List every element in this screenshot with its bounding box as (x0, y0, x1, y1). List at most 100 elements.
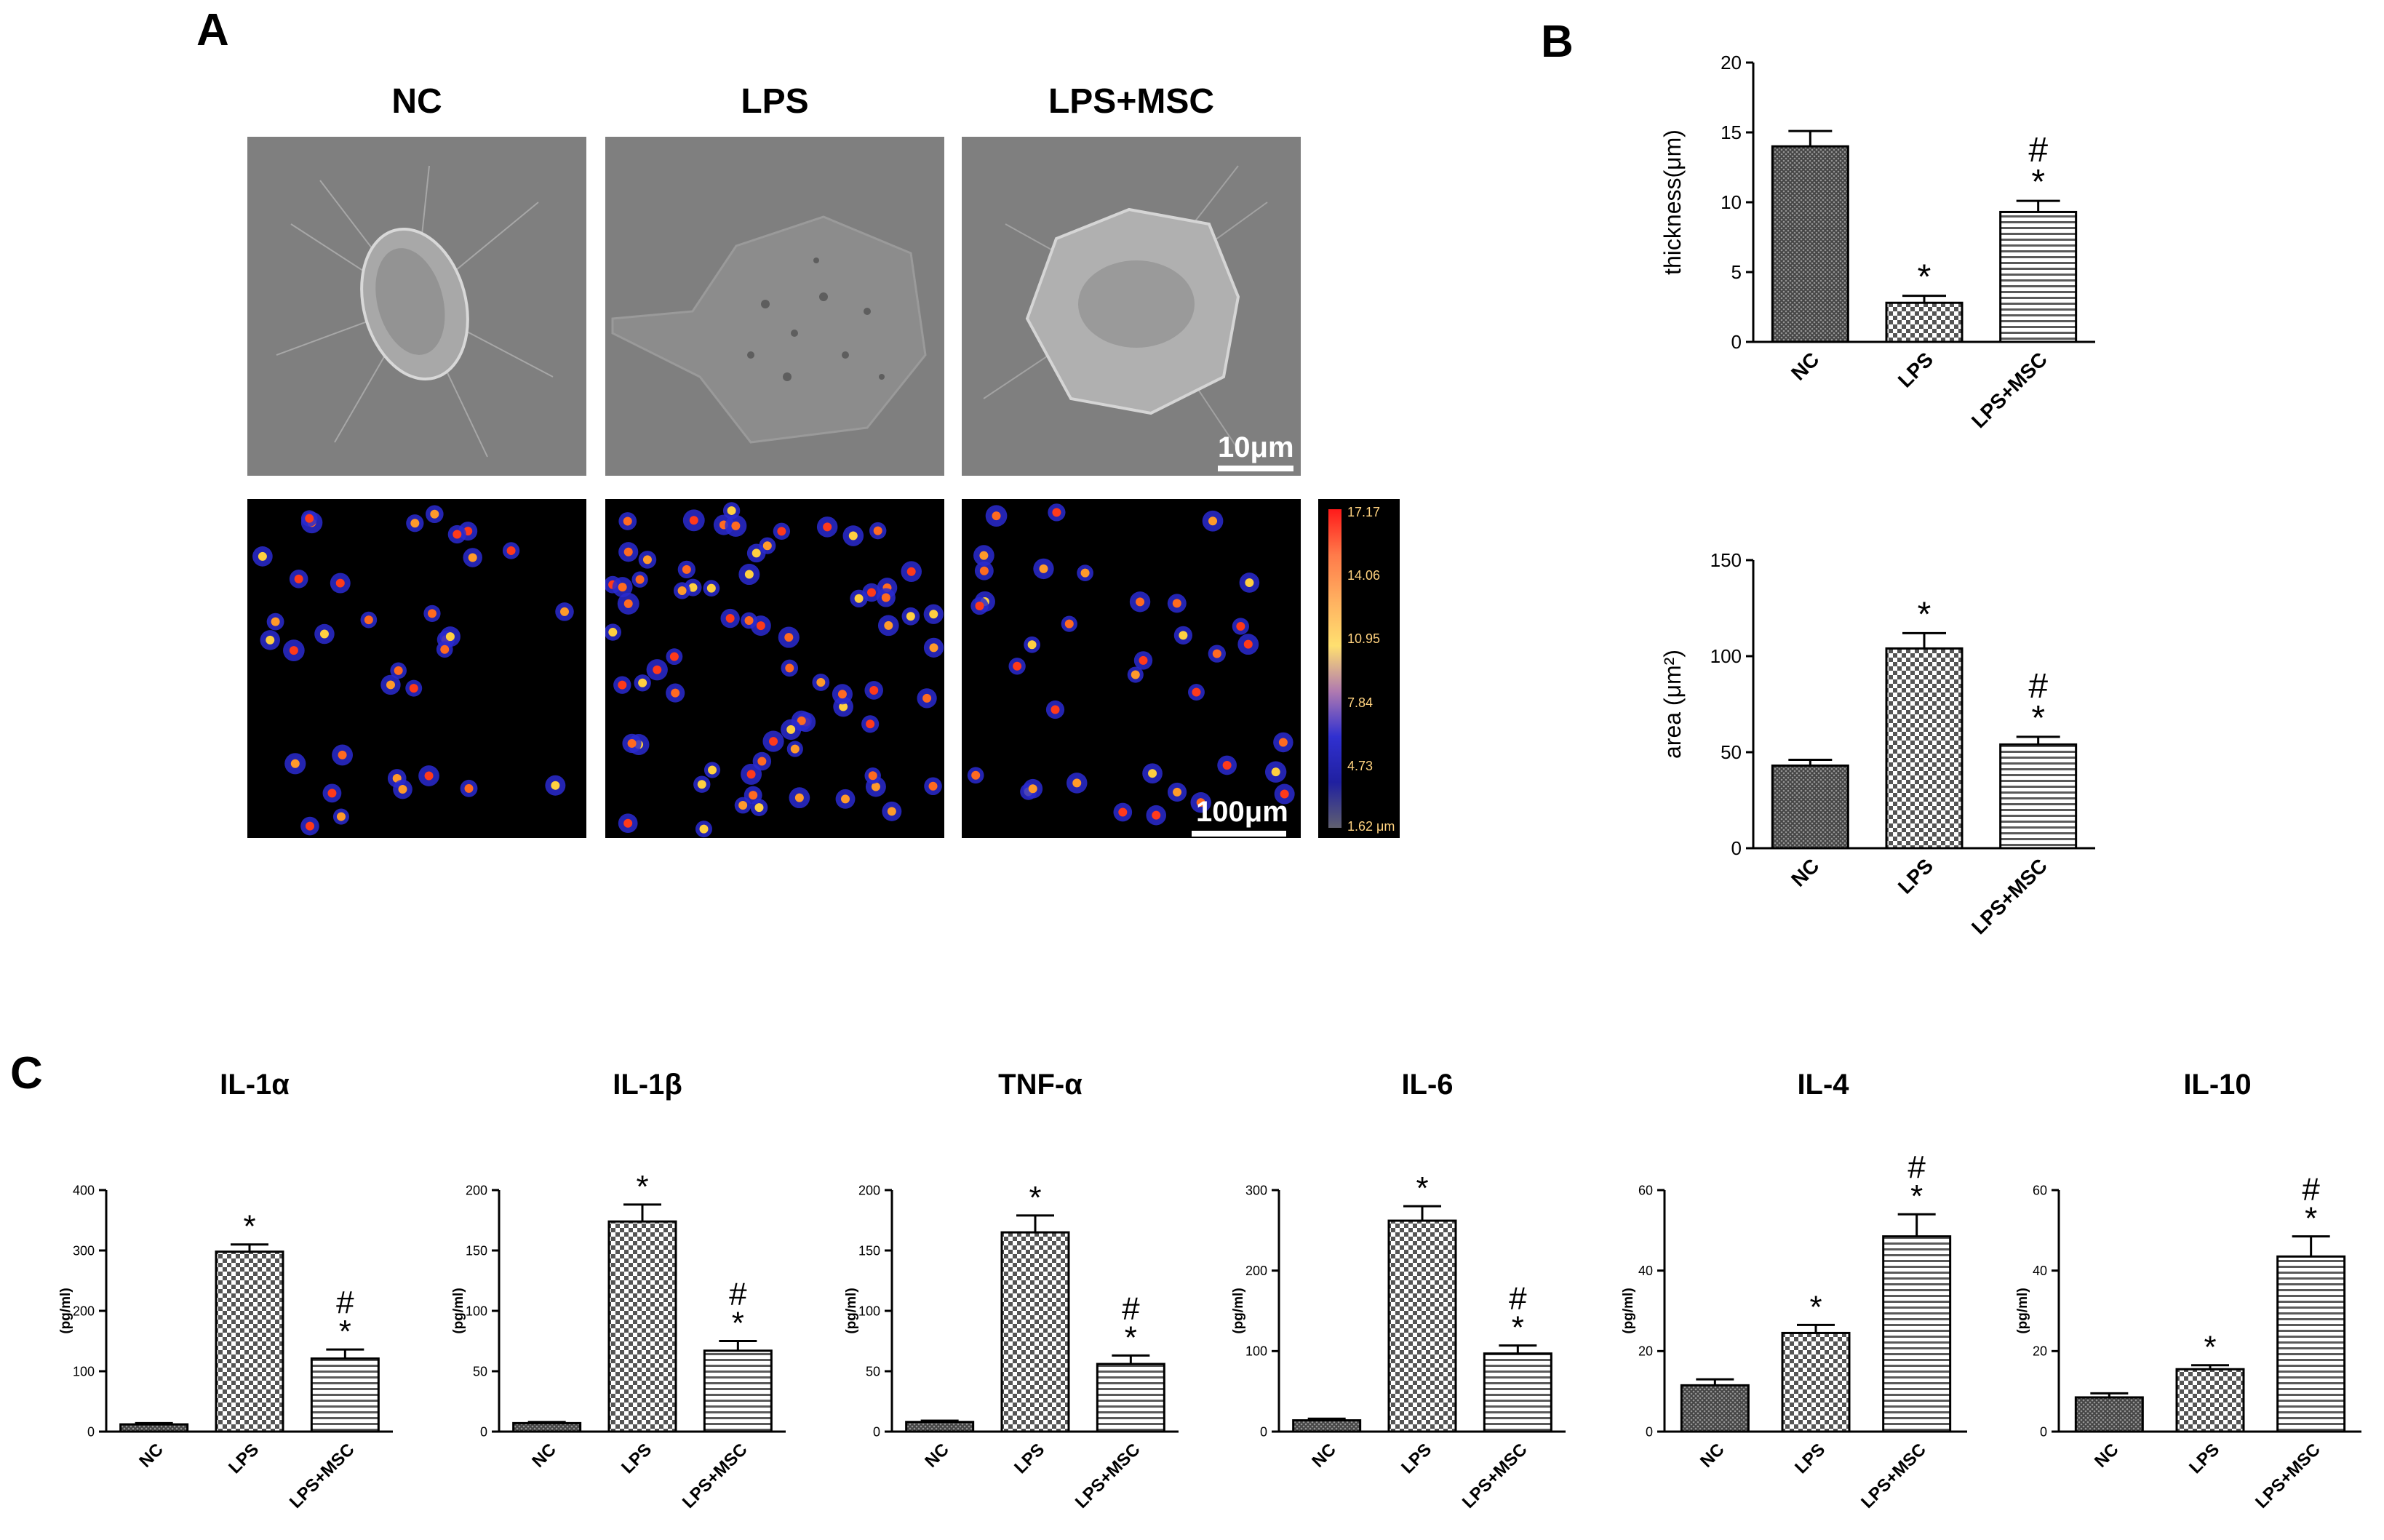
x-tick-label: LPS (2185, 1440, 2223, 1477)
y-axis-label: (pg/ml) (1231, 1288, 1246, 1333)
cell-spot (973, 545, 994, 566)
chart-title: IL-10 (2183, 1069, 2251, 1101)
colorbar-tick: 10.95 (1347, 631, 1381, 646)
y-tick-label: 10 (1721, 191, 1742, 213)
colorbar-tick: 17.17 (1347, 505, 1381, 519)
height-colorbar: 17.17 14.06 10.95 7.84 4.73 1.62 μm (1318, 499, 1400, 838)
cell-spot (923, 637, 944, 658)
cell-spot (816, 516, 838, 538)
cell-spot (781, 719, 802, 741)
significance-hash: # (2028, 667, 2048, 706)
cell-spot (877, 615, 899, 637)
cell-spot (773, 522, 791, 540)
x-tick-label: NC (921, 1440, 953, 1472)
y-tick-label: 100 (858, 1304, 880, 1318)
cell-spot (1232, 618, 1249, 635)
heightmap-scale-label: 100μm (1196, 796, 1288, 828)
cell-spot (1127, 666, 1144, 683)
cell-spot (864, 681, 883, 700)
sem-image-nc (247, 137, 586, 476)
x-tick-label: LPS+MSC (1857, 1440, 1930, 1512)
cell-spot (380, 674, 401, 695)
cell-spot (266, 613, 284, 631)
cell-spot (332, 744, 354, 766)
chart-title: IL-1α (220, 1069, 290, 1101)
cell-spot (869, 522, 887, 540)
cell-spot (673, 582, 691, 599)
column-header-lps-msc: LPS+MSC (1048, 82, 1215, 121)
x-tick-label: NC (1697, 1440, 1729, 1472)
x-tick-label: LPS+MSC (1459, 1440, 1531, 1512)
bar (1292, 1419, 1362, 1433)
x-tick-label: NC (528, 1440, 560, 1472)
bar (2276, 1255, 2346, 1433)
heightmap-image-lps-msc: 100μm (962, 499, 1301, 838)
bar (703, 1349, 773, 1433)
chart-title: IL-6 (1401, 1069, 1453, 1101)
significance-star: * (1029, 1180, 1041, 1216)
cell-spot (423, 605, 441, 622)
cell-spot (1237, 634, 1259, 655)
significance-star: * (2204, 1330, 2216, 1365)
sem-image-lps-msc: 10μm (962, 137, 1301, 476)
cell-spot (842, 525, 864, 546)
y-tick-label: 0 (2040, 1424, 2047, 1439)
y-tick-label: 100 (1710, 645, 1742, 667)
cell-spot (985, 505, 1008, 527)
significance-star: * (1918, 258, 1931, 297)
cell-spot (426, 505, 444, 524)
cell-spot (436, 641, 453, 658)
significance-star: * (1416, 1170, 1428, 1206)
cell-spot (722, 502, 741, 519)
cell-spot (864, 767, 881, 784)
cell-spot (876, 588, 896, 607)
y-axis-label: (pg/ml) (1621, 1288, 1636, 1333)
bar (310, 1357, 380, 1433)
cell-spot (1129, 591, 1151, 613)
cell-spot (924, 777, 942, 796)
y-tick-label: 100 (73, 1364, 95, 1379)
significance-star: * (1910, 1178, 1923, 1214)
cell-spot (460, 779, 478, 797)
y-tick-label: 0 (1731, 837, 1742, 859)
cell-spot (289, 570, 308, 589)
cell-spot (1024, 636, 1040, 653)
cell-spot (901, 607, 920, 626)
cell-spot (393, 779, 412, 799)
cell-spot (555, 602, 574, 621)
cell-spot (622, 733, 642, 754)
bar (1483, 1352, 1552, 1433)
cell-spot (882, 801, 902, 821)
bar (1771, 764, 1849, 850)
y-axis-label: (pg/ml) (2015, 1288, 2030, 1333)
cell-spot (861, 715, 880, 733)
cell-spot (1208, 645, 1226, 663)
bar (215, 1250, 284, 1433)
cell-spot (1048, 503, 1066, 522)
cell-spot (617, 592, 639, 615)
bar (1999, 210, 2078, 343)
x-tick-label: LPS (618, 1440, 655, 1477)
cell-spot (1008, 658, 1026, 675)
cell-spot (638, 551, 657, 569)
y-tick-label: 20 (1638, 1344, 1653, 1359)
chart-title: TNF-α (998, 1069, 1083, 1101)
significance-hash: # (729, 1277, 747, 1312)
sem-scale-label: 10μm (1218, 431, 1294, 463)
y-tick-label: 300 (73, 1243, 95, 1258)
cell-spot (778, 626, 800, 648)
colorbar-tick: 14.06 (1347, 568, 1381, 583)
cell-spot (750, 799, 768, 816)
x-tick-label: NC (1308, 1440, 1340, 1472)
cell-spot (634, 674, 651, 692)
bar (1771, 145, 1849, 343)
cell-spot (322, 783, 342, 803)
bar (1000, 1231, 1070, 1433)
y-tick-label: 0 (1646, 1424, 1653, 1439)
cell-spot (502, 542, 520, 559)
cell-spot (260, 630, 280, 650)
y-tick-label: 50 (473, 1364, 487, 1379)
significance-star: * (2031, 699, 2045, 738)
y-tick-label: 0 (1260, 1424, 1267, 1439)
